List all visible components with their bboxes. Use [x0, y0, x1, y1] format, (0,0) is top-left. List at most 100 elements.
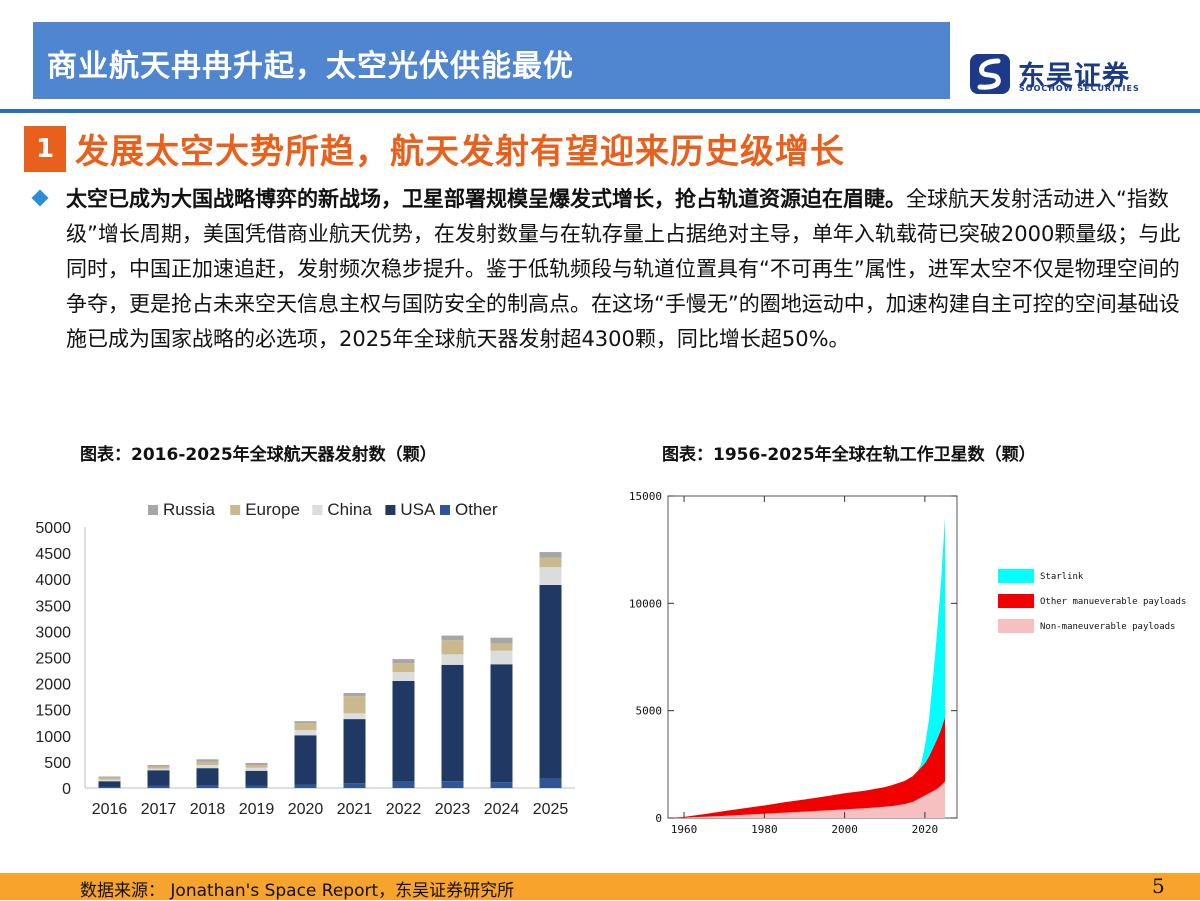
- operating-satellites-area-chart: 0 5000 10000 15000 1960 1980 2000 2020 Starlink O…: [629, 490, 1186, 836]
- bar-segment: [245, 765, 268, 768]
- x-tick-label: 2023: [435, 801, 471, 818]
- bar-segment: [147, 765, 170, 767]
- bar-segment: [98, 781, 121, 787]
- bar-segment: [196, 765, 219, 769]
- x-tick-label: 2024: [484, 801, 520, 818]
- x-tick-label: 2022: [386, 801, 422, 818]
- chart-caption-right: 图表：1956-2025年全球在轨工作卫星数（颗）: [662, 445, 1036, 465]
- section-number: 1: [24, 126, 66, 172]
- bar-segment: [294, 784, 317, 788]
- x-tick-label: 2020: [912, 823, 939, 836]
- bar-segment: [294, 721, 317, 724]
- y-tick-label: 1500: [35, 703, 71, 720]
- y-tick-label: 10000: [629, 597, 662, 610]
- bar-segment: [490, 664, 513, 783]
- legend-swatch: [998, 619, 1034, 633]
- bar-segment: [294, 723, 317, 731]
- bar-segment: [245, 785, 268, 788]
- soochow-logo-icon: [970, 54, 1010, 94]
- bar-segment: [245, 767, 268, 771]
- legend-label: China: [327, 500, 372, 519]
- bar-segment: [490, 643, 513, 651]
- bar-segment: [539, 557, 562, 568]
- legend-label: Starlink: [1040, 572, 1084, 582]
- y-tick-label: 500: [44, 755, 71, 772]
- bar-segment: [98, 777, 121, 780]
- paragraph-body: 全球航天发射活动进入“指数级”增长周期，美国凭借商业航天优势，在发射数量与在轨存…: [66, 187, 1181, 351]
- bar-segment: [392, 781, 415, 788]
- bar-segment: [196, 768, 219, 786]
- bar-segment: [539, 778, 562, 788]
- y-tick-label: 15000: [629, 490, 662, 503]
- bar-segment: [392, 663, 415, 673]
- chart-caption-left: 图表：2016-2025年全球航天器发射数（颗）: [80, 445, 437, 465]
- paragraph-lead: 太空已成为大国战略博弈的新战场，卫星部署规模呈爆发式增长，抢占轨道资源迫在眉睫。: [66, 187, 906, 211]
- bar-segment: [294, 730, 317, 736]
- x-tick-label: 2021: [337, 801, 373, 818]
- legend-swatch: [230, 505, 241, 515]
- bar-segment: [245, 762, 268, 766]
- bar-segment: [441, 654, 464, 665]
- bar-segment: [343, 783, 366, 788]
- bar-segment: [196, 785, 219, 788]
- bar-segment: [343, 713, 366, 720]
- area-series: [668, 781, 945, 818]
- bar-segment: [196, 759, 219, 762]
- legend-label: Russia: [163, 500, 216, 519]
- bar-segment: [98, 779, 121, 782]
- legend-label: Europe: [245, 500, 300, 519]
- legend-swatch: [440, 505, 450, 515]
- legend-swatch: [998, 569, 1034, 583]
- y-tick-label: 0: [62, 781, 71, 798]
- bar-segment: [441, 640, 464, 655]
- bar-segment: [147, 766, 170, 769]
- logo-name-en: SOOCHOW SECURITIES: [1019, 84, 1140, 93]
- legend-swatch: [148, 505, 158, 515]
- x-tick-label: 1960: [671, 823, 698, 836]
- bar-segment: [490, 637, 513, 644]
- plot-frame: [667, 495, 958, 819]
- legend-label: Other manueverable payloads: [1040, 597, 1186, 607]
- footer-bar: 数据来源： Jonathan's Space Report，东吴证券研究所 5: [0, 873, 1200, 901]
- legend-swatch: [312, 505, 323, 515]
- legend-label: USA: [400, 500, 436, 519]
- section-title: 发展太空大势所趋，航天发射有望迎来历史级增长: [75, 132, 845, 172]
- bar-segment: [245, 770, 268, 786]
- x-tick-label: 1980: [751, 823, 778, 836]
- logo-name-cn: 东吴证券: [1018, 61, 1130, 92]
- x-tick-label: 2017: [141, 801, 177, 818]
- page-number: 5: [1152, 874, 1165, 898]
- bar-segment: [147, 785, 170, 788]
- bar-segment: [98, 786, 121, 788]
- x-tick-label: 2016: [92, 801, 128, 818]
- bar-segment: [490, 650, 513, 665]
- bar-segment: [490, 782, 513, 788]
- brand-logo: 东吴证券 SOOCHOW SECURITIES: [968, 52, 1168, 98]
- x-tick-label: 2020: [288, 801, 324, 818]
- y-tick-label: 1000: [35, 729, 71, 746]
- bar-segment: [392, 659, 415, 664]
- y-tick-label: 2500: [35, 651, 71, 668]
- y-tick-label: 4000: [35, 572, 71, 589]
- bar-segment: [441, 664, 464, 782]
- bar-segment: [196, 761, 219, 766]
- bar-segment: [539, 552, 562, 558]
- x-tick-label: 2019: [239, 801, 275, 818]
- body-paragraph: 太空已成为大国战略博弈的新战场，卫星部署规模呈爆发式增长，抢占轨道资源迫在眉睫。…: [31, 182, 1184, 357]
- legend-swatch: [385, 505, 396, 515]
- y-tick-label: 3500: [35, 598, 71, 615]
- diamond-bullet-icon: [31, 189, 49, 207]
- y-tick-label: 4500: [35, 546, 71, 563]
- y-tick-label: 3000: [35, 624, 71, 641]
- bar-segment: [392, 672, 415, 681]
- y-tick-label: 2000: [35, 677, 71, 694]
- y-tick-label: 0: [655, 812, 662, 825]
- bar-segment: [539, 584, 562, 779]
- launch-count-bar-chart: Russia Europe China USA Other 0 500 1000 1500 200…: [35, 500, 575, 818]
- y-tick-label: 5000: [35, 520, 71, 537]
- legend-label: Non-maneuverable payloads: [1040, 622, 1175, 632]
- bar-segment: [343, 696, 366, 714]
- legend-label: Other: [455, 500, 498, 519]
- bar-segment: [441, 635, 464, 641]
- bar-segment: [441, 781, 464, 788]
